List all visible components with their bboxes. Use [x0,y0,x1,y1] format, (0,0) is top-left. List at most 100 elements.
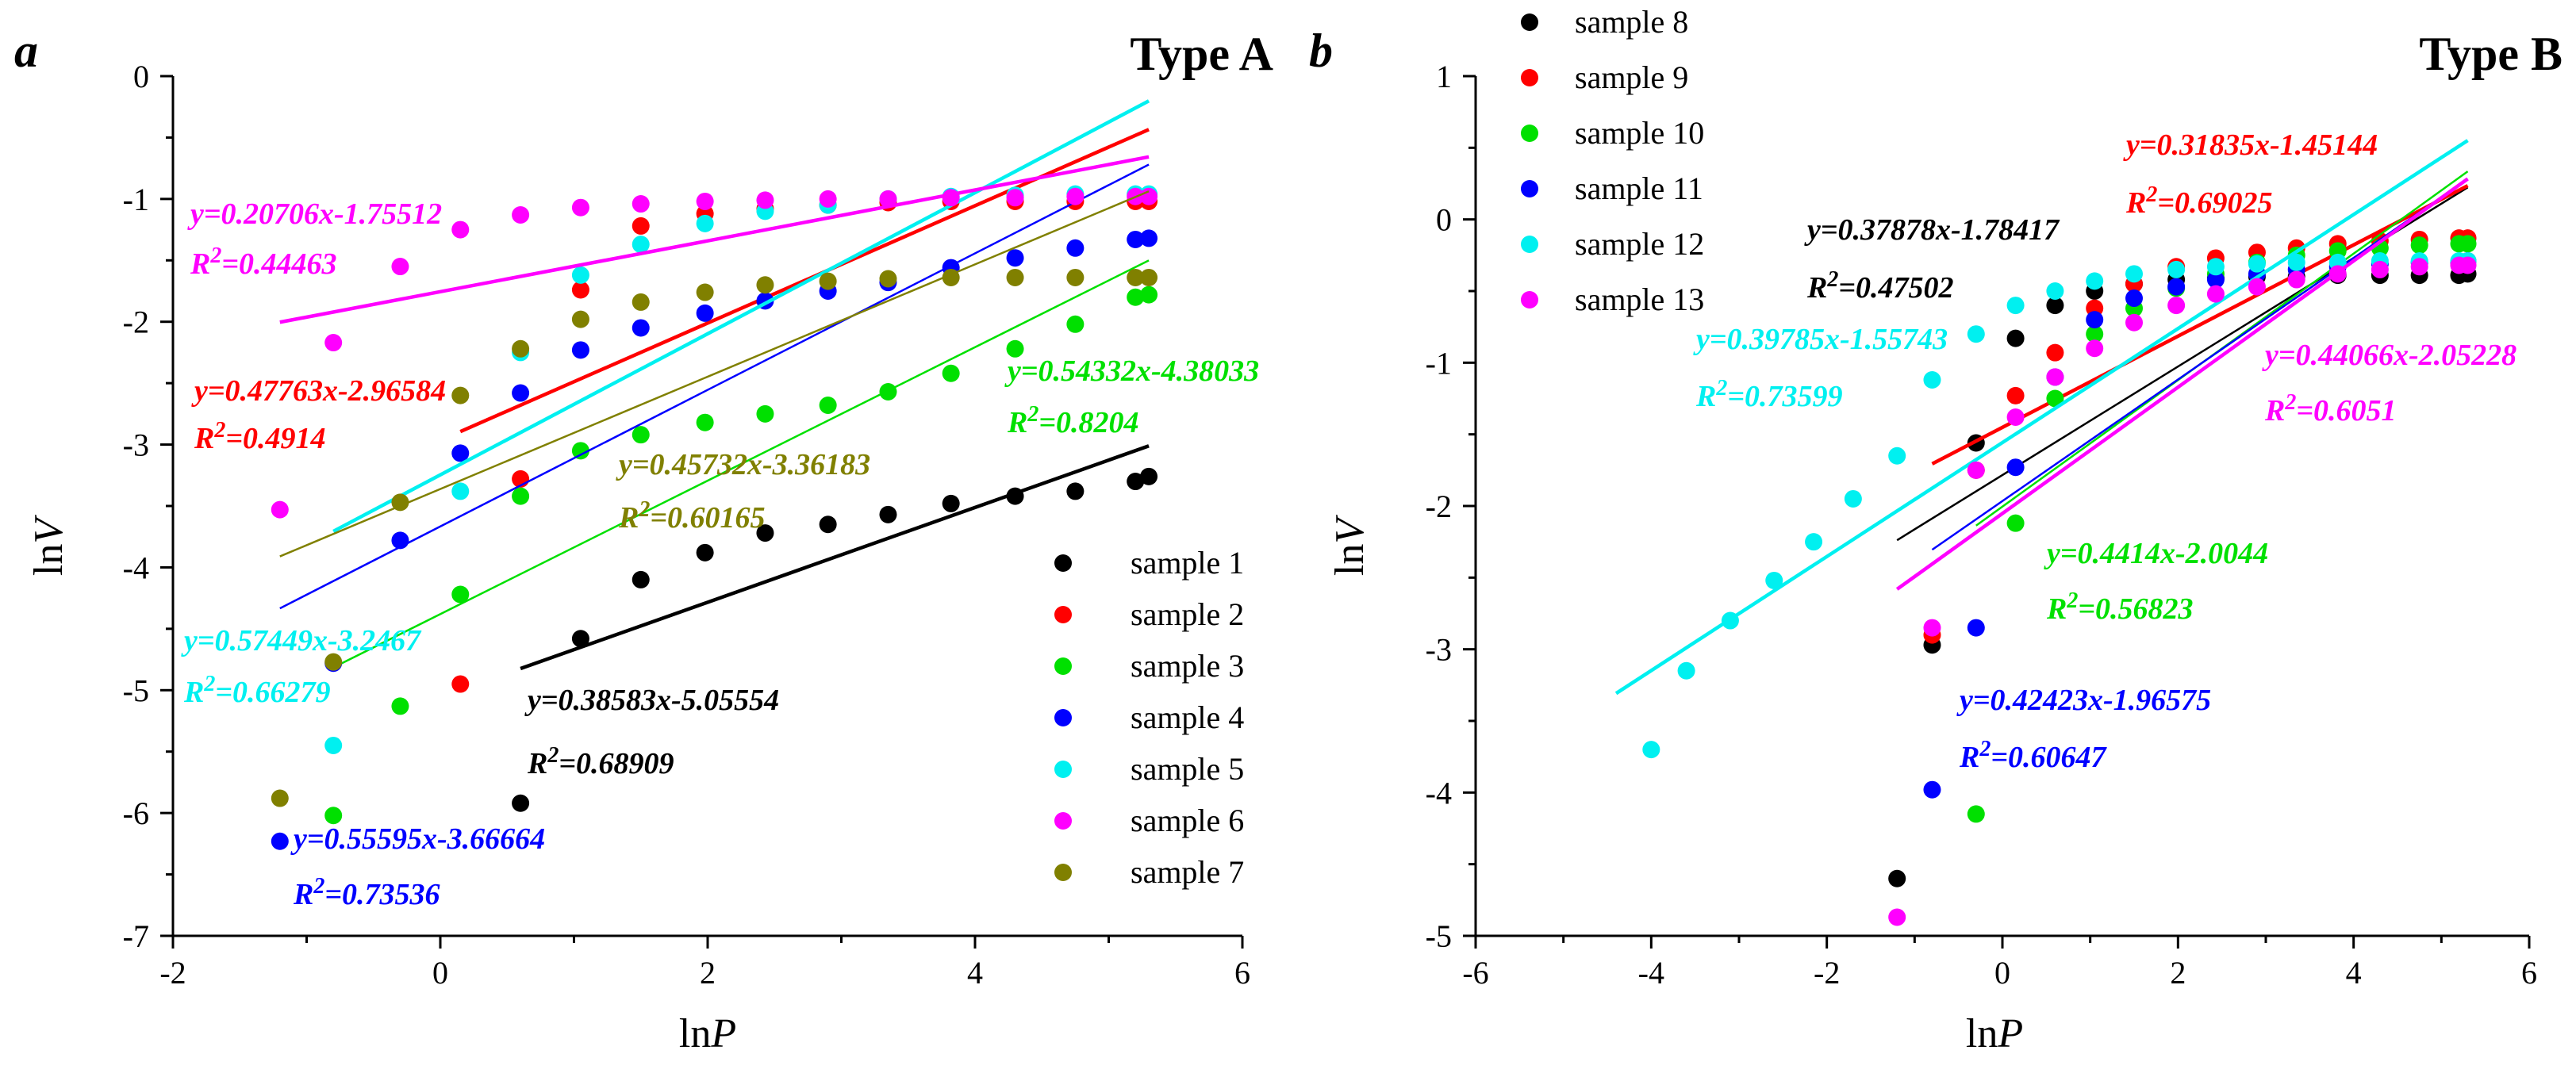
data-point-sample-4 [632,319,650,337]
r-squared-symbol: R [2264,394,2285,427]
data-point-sample-1 [942,494,960,512]
r-squared-value: =0.66279 [215,676,330,709]
data-point-sample-1 [1140,467,1158,485]
x-tick-label: -2 [1814,955,1840,991]
data-point-sample-2 [632,217,650,235]
r-squared-exponent: 2 [313,874,324,899]
fit-equation: y=0.57449x-3.2467 [181,624,422,657]
data-point-sample-7 [271,789,289,807]
data-point-sample-3 [632,426,650,444]
data-point-sample-13 [2086,339,2104,358]
data-point-sample-7 [942,268,960,286]
data-point-sample-6 [756,191,774,209]
data-point-sample-11 [2125,289,2143,308]
y-tick-label: -3 [123,427,149,463]
data-point-sample-4 [696,304,714,322]
legend-marker [1521,125,1538,142]
data-point-sample-1 [696,543,714,561]
y-axis-label-variable: V [26,515,71,544]
r-squared-value: =0.47502 [1838,271,1953,305]
fit-equation: y=0.54332x-4.38033 [1004,355,1259,388]
data-point-sample-3 [1006,339,1024,358]
x-tick-label: 6 [1234,955,1250,991]
data-point-sample-4 [1066,239,1085,257]
data-point-sample-6 [271,500,289,519]
legend-label: sample 8 [1575,4,1688,40]
fit-equation: y=0.55595x-3.66664 [290,822,545,856]
y-axis-label-prefix: ln [26,544,71,576]
fit-line-sample-4 [279,163,1150,610]
data-point-sample-4 [512,384,530,402]
data-point-sample-12 [2206,258,2225,276]
r-squared-exponent: 2 [209,243,221,268]
y-tick-label: -2 [1426,489,1452,524]
r-squared-symbol: R [527,747,547,780]
data-point-sample-7 [879,270,897,288]
legend-label: sample 5 [1131,751,1244,787]
r-squared-symbol: R [183,676,204,709]
r-squared-label: R2=0.69025 [2125,182,2273,220]
y-tick-label: 1 [1436,59,1452,94]
data-point-sample-12 [1721,611,1739,630]
data-point-sample-7 [1066,268,1085,286]
r-squared-label: R2=0.4914 [194,418,326,455]
data-point-sample-6 [1066,187,1085,205]
fit-line-sample-3 [332,259,1150,669]
r-squared-exponent: 2 [638,497,650,522]
data-point-sample-2 [571,281,589,299]
data-point-sample-7 [632,293,650,311]
legend-label: sample 12 [1575,226,1704,262]
data-point-sample-6 [451,220,470,239]
y-tick-label: -4 [123,550,149,585]
chart-title: Type A [1130,28,1273,80]
data-point-sample-13 [2167,297,2186,315]
data-point-sample-3 [512,487,530,505]
legend-marker [1054,554,1072,572]
data-point-sample-12 [1677,661,1695,680]
data-point-sample-13 [2125,313,2143,332]
data-point-sample-12 [1844,489,1862,508]
data-point-sample-7 [512,339,530,358]
fit-equation: y=0.4414x-2.0044 [2044,537,2268,570]
x-axis-label-prefix: ln [679,1011,711,1056]
y-tick-label: -3 [1426,632,1452,668]
data-point-sample-3 [451,585,470,604]
data-point-sample-3 [942,364,960,382]
y-tick-label: -4 [1426,775,1452,811]
data-point-sample-1 [819,516,837,534]
fit-equation: y=0.39785x-1.55743 [1693,323,1948,356]
r-squared-exponent: 2 [547,743,559,768]
data-point-sample-1 [756,524,774,542]
data-point-sample-9 [2046,343,2064,362]
legend-marker [1521,180,1538,197]
r-squared-exponent: 2 [1715,376,1727,401]
data-point-sample-6 [324,334,343,352]
data-point-sample-6 [819,190,837,208]
legend-label: sample 9 [1575,59,1688,95]
x-axis-label-prefix: ln [1966,1011,1998,1056]
y-tick-label: 0 [1436,202,1452,238]
r-squared-label: R2=0.73599 [1695,376,1843,413]
r-squared-symbol: R [293,878,313,911]
data-point-sample-13 [1888,908,1906,926]
data-point-sample-1 [1006,487,1024,505]
legend-marker [1054,864,1072,881]
fit-equation: y=0.38583x-5.05554 [524,684,779,717]
fit-equation: y=0.45732x-3.36183 [616,448,870,481]
data-point-sample-1 [879,505,897,523]
x-tick-label: -6 [1462,955,1488,991]
data-point-sample-13 [2046,368,2064,386]
data-point-sample-3 [1127,288,1145,306]
data-point-sample-7 [1140,268,1158,286]
data-point-sample-11 [2006,458,2025,477]
r-squared-label: R2=0.73536 [293,874,440,911]
y-axis-label: lnV [1327,515,1372,576]
legend-label: sample 2 [1131,596,1244,632]
data-point-sample-3 [879,382,897,401]
x-axis-label: lnP [679,1011,736,1056]
legend-label: sample 6 [1131,803,1244,838]
data-point-sample-3 [819,397,837,415]
fit-line-sample-7 [279,190,1150,558]
x-axis-label: lnP [1966,1011,2023,1056]
